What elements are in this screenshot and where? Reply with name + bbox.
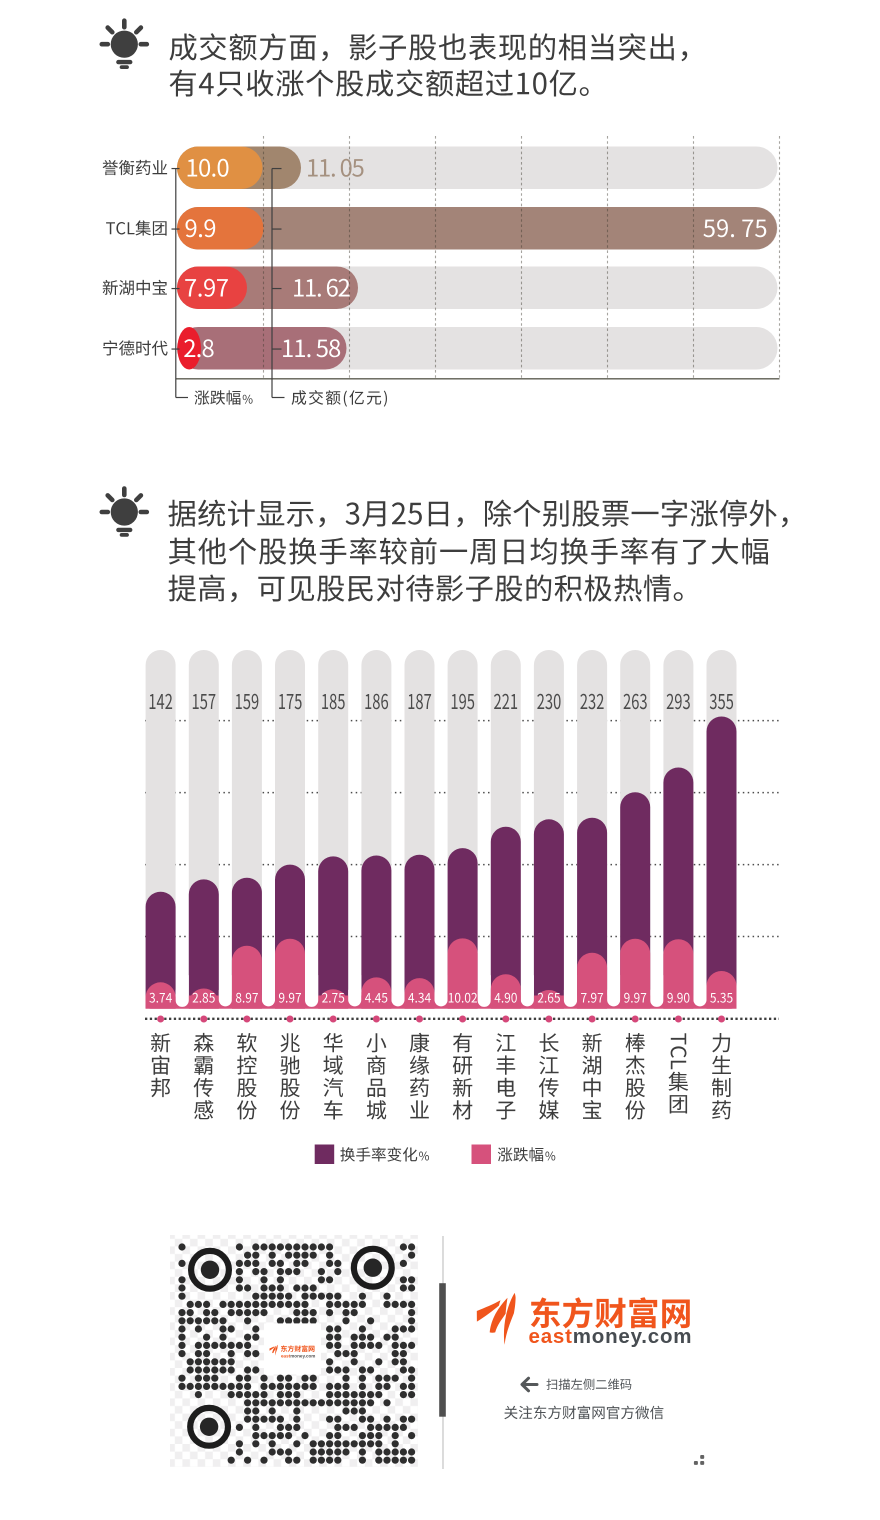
svg-text:eastmoney.com: eastmoney.com	[529, 1325, 693, 1348]
svg-text:eastmoney.com: eastmoney.com	[281, 1354, 315, 1359]
